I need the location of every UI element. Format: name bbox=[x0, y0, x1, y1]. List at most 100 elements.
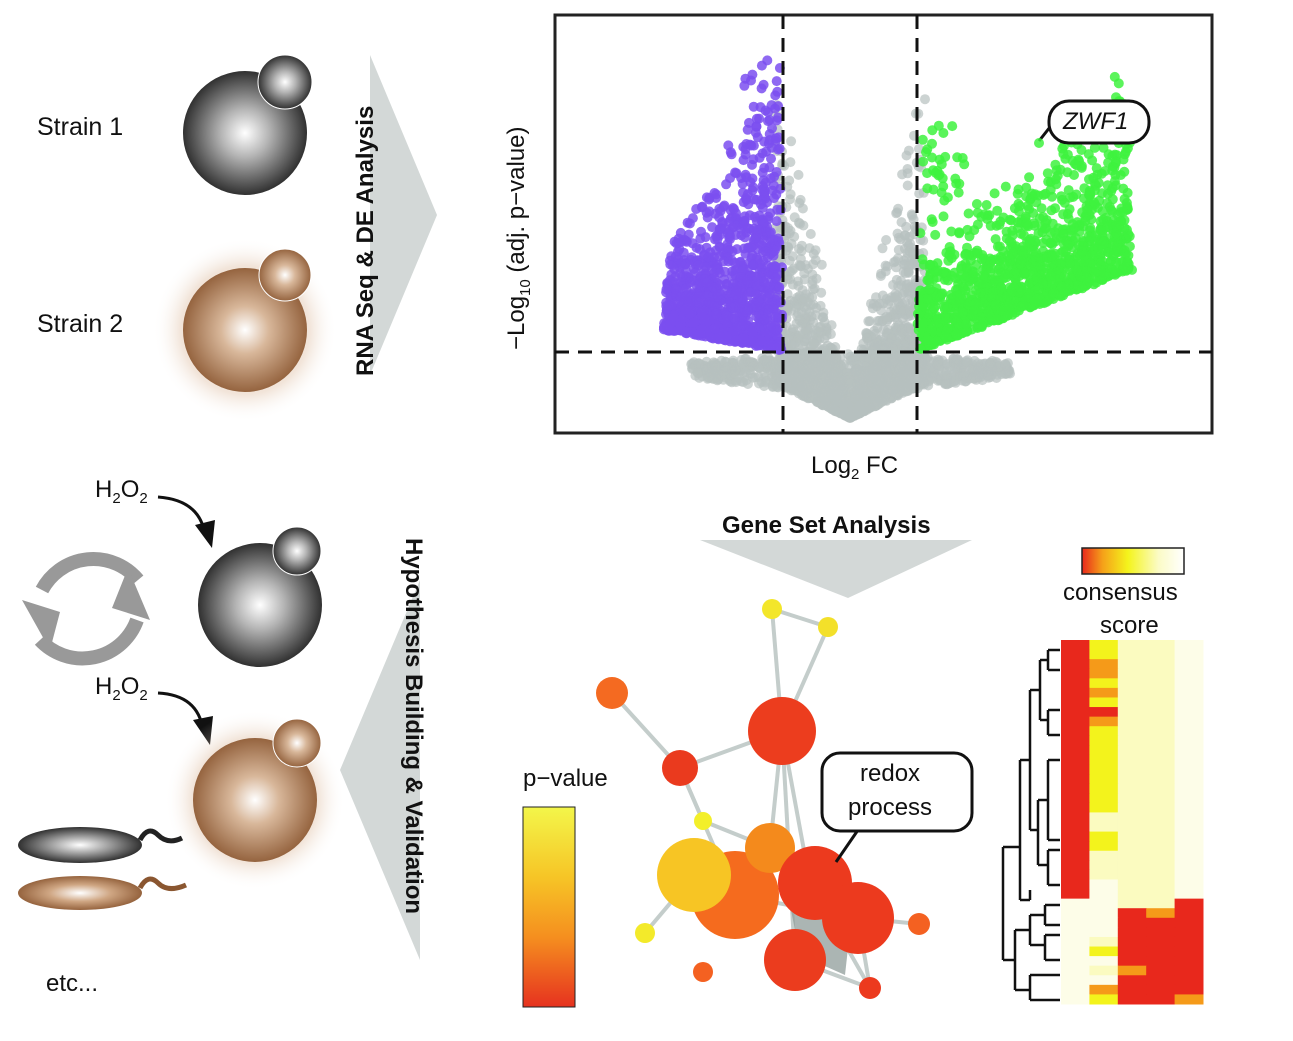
heatmap-cell bbox=[1061, 889, 1090, 900]
volcano-point bbox=[826, 320, 837, 331]
heatmap-cell bbox=[1117, 908, 1147, 919]
heatmap-cell bbox=[1117, 687, 1147, 698]
volcano-point bbox=[741, 193, 751, 204]
heatmap-cell bbox=[1117, 745, 1147, 756]
volcano-point bbox=[724, 216, 735, 227]
volcano-point bbox=[1041, 296, 1052, 307]
volcano-point bbox=[838, 405, 849, 416]
volcano-point bbox=[1110, 269, 1121, 280]
heatmap-cell bbox=[1146, 908, 1176, 919]
volcano-point bbox=[711, 189, 722, 200]
heatmap-cell bbox=[1174, 678, 1204, 689]
volcano-point bbox=[871, 400, 882, 411]
heatmap-cell bbox=[1061, 869, 1090, 880]
volcano-point bbox=[785, 274, 796, 285]
heatmap-cell bbox=[1146, 898, 1176, 909]
volcano-point bbox=[739, 232, 750, 243]
volcano-point bbox=[890, 256, 901, 267]
volcano-point bbox=[965, 255, 976, 266]
volcano-point bbox=[692, 367, 703, 378]
volcano-point bbox=[952, 152, 963, 163]
volcano-point bbox=[961, 356, 972, 367]
volcano-point bbox=[755, 258, 766, 269]
heatmap-cell bbox=[1146, 687, 1176, 698]
volcano-point bbox=[721, 310, 732, 321]
volcano-point bbox=[1058, 148, 1069, 159]
volcano-point bbox=[1110, 228, 1121, 238]
volcano-point bbox=[994, 241, 1005, 252]
heatmap-cell bbox=[1117, 841, 1147, 852]
volcano-point bbox=[878, 385, 889, 395]
volcano-point bbox=[1038, 278, 1049, 289]
volcano-point bbox=[1122, 187, 1133, 198]
volcano-point bbox=[924, 284, 935, 295]
heatmap-cell bbox=[1146, 640, 1176, 651]
heatmap-cell bbox=[1174, 659, 1204, 670]
treated-strain-2-cell bbox=[165, 710, 345, 890]
heatmap-cell bbox=[1146, 802, 1176, 813]
heatmap-cell bbox=[1089, 783, 1119, 794]
volcano-point bbox=[918, 156, 929, 167]
volcano-point bbox=[1058, 209, 1069, 220]
volcano-point bbox=[1123, 250, 1134, 261]
volcano-point bbox=[991, 254, 1002, 265]
strain-1-cell bbox=[183, 54, 313, 195]
volcano-point bbox=[808, 284, 818, 295]
node bbox=[818, 617, 838, 637]
volcano-point bbox=[754, 378, 764, 389]
volcano-point bbox=[861, 333, 872, 344]
volcano-point bbox=[1050, 203, 1061, 214]
volcano-point bbox=[721, 179, 732, 190]
heatmap-cell bbox=[1117, 783, 1147, 794]
volcano-point bbox=[1087, 155, 1098, 166]
volcano-point bbox=[1082, 204, 1093, 215]
heatmap-cell bbox=[1146, 678, 1176, 689]
heatmap-cell bbox=[1089, 927, 1119, 938]
heatmap-cell bbox=[1089, 812, 1119, 823]
volcano-point bbox=[760, 105, 771, 116]
volcano-point bbox=[771, 381, 782, 392]
volcano-point bbox=[709, 282, 719, 293]
heatmap-cell bbox=[1089, 668, 1119, 679]
volcano-point bbox=[881, 311, 892, 322]
heatmap-cell bbox=[1061, 707, 1090, 718]
volcano-point bbox=[1030, 261, 1041, 272]
volcano-point bbox=[920, 94, 930, 105]
volcano-point bbox=[871, 301, 882, 312]
heatmap-cell bbox=[1089, 745, 1119, 756]
volcano-point bbox=[766, 153, 776, 164]
volcano-point bbox=[1019, 267, 1030, 278]
volcano-point bbox=[683, 229, 694, 240]
volcano-point bbox=[976, 320, 987, 331]
volcano-point bbox=[739, 215, 750, 226]
volcano-point bbox=[999, 260, 1010, 270]
volcano-point bbox=[971, 199, 982, 209]
volcano-point bbox=[661, 284, 672, 295]
volcano-point bbox=[917, 254, 928, 265]
heatmap-cell bbox=[1061, 802, 1090, 813]
heatmap-cell bbox=[1174, 774, 1204, 785]
volcano-point bbox=[874, 374, 885, 385]
volcano-point bbox=[895, 363, 905, 374]
heatmap-cell bbox=[1061, 697, 1090, 708]
volcano-point bbox=[795, 218, 805, 229]
heatmap-cell bbox=[1117, 889, 1147, 900]
volcano-point bbox=[725, 147, 736, 158]
volcano-point bbox=[1001, 226, 1012, 237]
volcano-point bbox=[820, 395, 831, 406]
heatmap-cell bbox=[1061, 754, 1090, 766]
volcano-point bbox=[922, 334, 933, 345]
volcano-point bbox=[670, 284, 681, 295]
heatmap-cell bbox=[1089, 659, 1119, 670]
volcano-point bbox=[763, 211, 774, 222]
consensus-heatmap bbox=[1061, 640, 1204, 1005]
heatmap-cell bbox=[1174, 745, 1204, 756]
volcano-point bbox=[738, 141, 749, 152]
volcano-point bbox=[1056, 281, 1067, 292]
volcano-point bbox=[947, 121, 958, 132]
volcano-point bbox=[991, 314, 1002, 324]
volcano-point bbox=[941, 332, 952, 343]
volcano-point bbox=[715, 288, 726, 299]
volcano-point bbox=[739, 243, 750, 254]
volcano-point bbox=[956, 269, 966, 280]
